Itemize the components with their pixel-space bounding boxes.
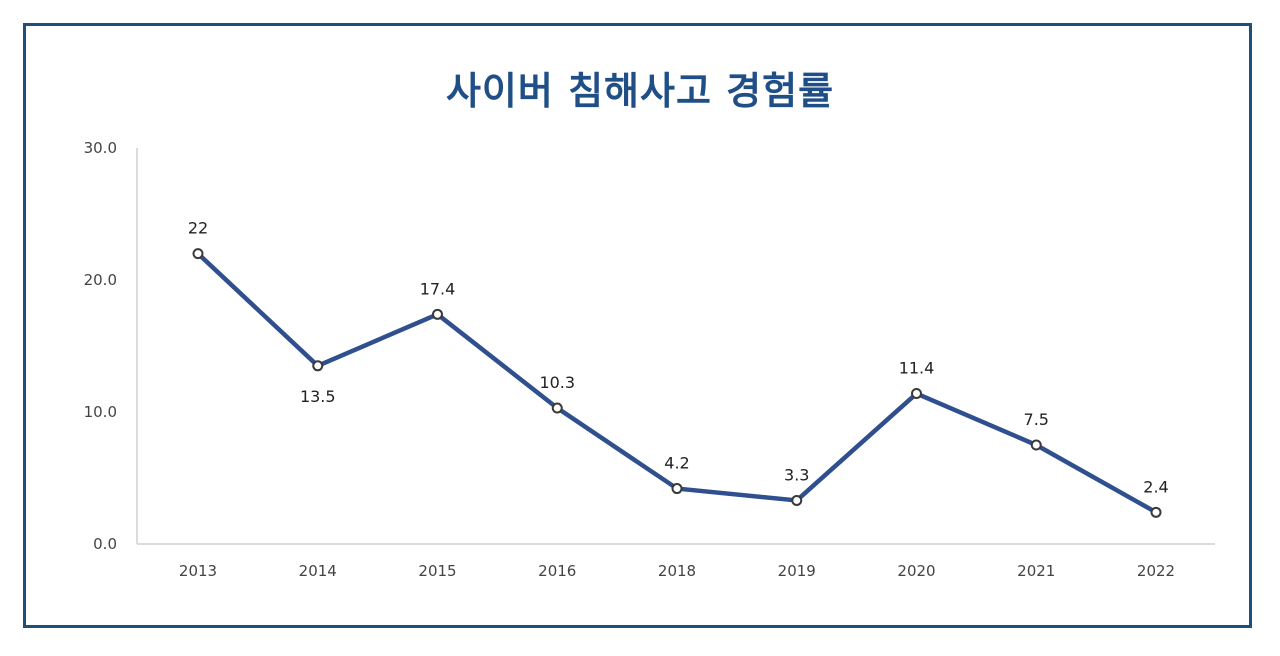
y-axis: 0.0 10.0 20.0 30.0 <box>84 139 138 553</box>
y-tick-label: 0.0 <box>93 535 117 553</box>
series-line <box>192 248 1162 518</box>
x-tick-label: 2018 <box>658 562 696 580</box>
x-tick-label: 2014 <box>299 562 337 580</box>
data-label: 10.3 <box>539 373 575 392</box>
data-label: 22 <box>188 219 208 238</box>
data-label: 4.2 <box>664 454 689 473</box>
data-point <box>671 483 683 495</box>
data-label: 13.5 <box>300 387 336 406</box>
data-label: 3.3 <box>784 465 809 484</box>
chart-title: 사이버 침해사고 경험률 <box>445 69 835 113</box>
data-labels: 22 13.5 17.4 10.3 4.2 3.3 11.4 7.5 2.4 <box>188 219 1169 497</box>
data-label: 7.5 <box>1024 410 1049 429</box>
data-point <box>551 402 563 414</box>
data-label: 2.4 <box>1143 477 1168 496</box>
data-point <box>432 308 443 320</box>
y-tick-label: 30.0 <box>84 139 117 157</box>
x-tick-label: 2016 <box>538 562 576 580</box>
x-tick-label: 2021 <box>1017 562 1055 580</box>
data-label: 17.4 <box>420 279 456 298</box>
y-tick-label: 10.0 <box>84 403 117 421</box>
data-point <box>1150 506 1162 518</box>
series-polyline <box>195 251 1159 515</box>
data-label: 11.4 <box>899 359 935 378</box>
y-tick-label: 20.0 <box>84 271 117 289</box>
data-point <box>791 494 803 506</box>
x-axis: 2013 2014 2015 2016 2018 2019 2020 2021 2022 <box>137 543 1215 580</box>
data-point <box>911 388 922 400</box>
x-tick-label: 2015 <box>418 562 456 580</box>
x-tick-label: 2013 <box>179 562 217 580</box>
data-point <box>312 360 324 372</box>
chart-frame <box>23 23 1252 628</box>
x-tick-label: 2019 <box>778 562 816 580</box>
data-point <box>1030 439 1042 451</box>
x-tick-label: 2020 <box>897 562 935 580</box>
data-point <box>192 248 204 260</box>
x-tick-label: 2022 <box>1137 562 1175 580</box>
